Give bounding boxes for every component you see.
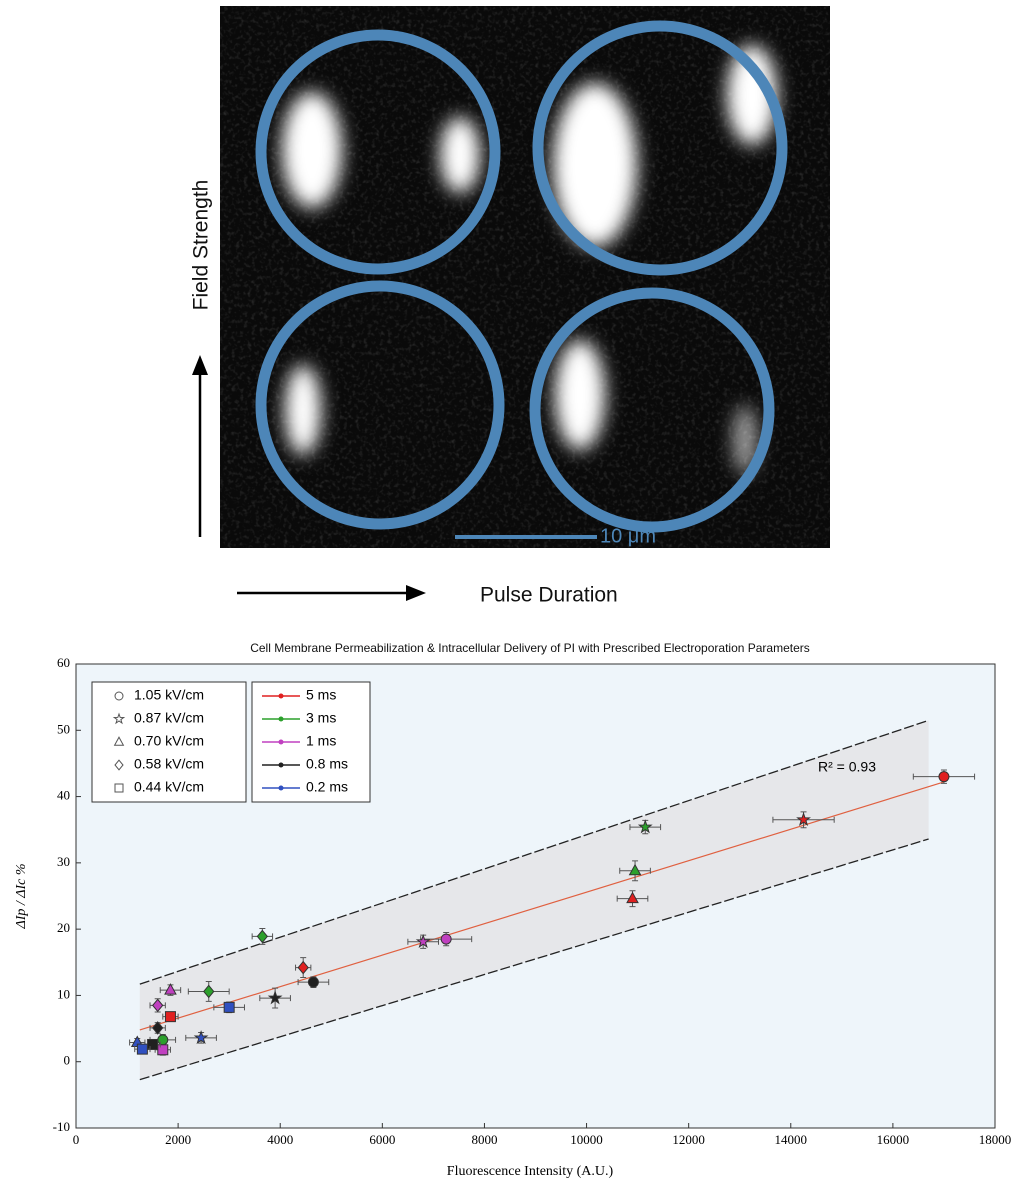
legend-label: 5 ms bbox=[306, 687, 336, 703]
x-tick-label: 10000 bbox=[570, 1132, 603, 1147]
marker bbox=[441, 934, 451, 944]
scale-bar-label: 10 μm bbox=[600, 525, 656, 547]
x-tick-label: 8000 bbox=[471, 1132, 497, 1147]
x-axis-label: Fluorescence Intensity (A.U.) bbox=[447, 1164, 614, 1179]
y-tick-label: 30 bbox=[57, 854, 70, 869]
marker bbox=[224, 1002, 234, 1012]
marker bbox=[165, 1012, 175, 1022]
legend-label: 3 ms bbox=[306, 710, 336, 726]
arrowhead bbox=[192, 355, 208, 375]
y-tick-label: 50 bbox=[57, 721, 70, 736]
x-tick-label: 2000 bbox=[165, 1132, 191, 1147]
x-arrow-label: Pulse Duration bbox=[480, 584, 618, 607]
y-tick-label: -10 bbox=[53, 1119, 70, 1134]
x-tick-label: 0 bbox=[73, 1132, 80, 1147]
marker bbox=[148, 1039, 158, 1049]
y-tick-label: 60 bbox=[57, 655, 70, 670]
legend-label: 1 ms bbox=[306, 733, 336, 749]
marker bbox=[137, 1044, 147, 1054]
y-tick-label: 10 bbox=[57, 986, 70, 1001]
legend-dot bbox=[279, 694, 284, 699]
marker bbox=[939, 772, 949, 782]
x-tick-label: 18000 bbox=[979, 1132, 1012, 1147]
y-tick-label: 40 bbox=[57, 788, 70, 803]
x-tick-label: 4000 bbox=[267, 1132, 293, 1147]
chart-title: Cell Membrane Permeabilization & Intrace… bbox=[250, 641, 810, 655]
figure: 10 μm Field Strength Pulse Duration Cell… bbox=[0, 0, 1014, 1184]
annotation: R² = 0.93 bbox=[818, 759, 876, 775]
y-tick-label: 0 bbox=[64, 1053, 71, 1068]
y-tick-label: 20 bbox=[57, 920, 70, 935]
legend: 1.05 kV/cm 0.87 kV/cm 0.70 kV/cm 0.58 kV/cm… bbox=[92, 682, 370, 802]
marker bbox=[158, 1035, 168, 1045]
legend-label: 0.8 ms bbox=[306, 756, 348, 772]
legend-label: 0.2 ms bbox=[306, 779, 348, 795]
legend-label: 0.87 kV/cm bbox=[134, 710, 204, 726]
legend-dot bbox=[279, 740, 284, 745]
legend-dot bbox=[279, 763, 284, 768]
legend-label: 0.44 kV/cm bbox=[134, 779, 204, 795]
x-tick-label: 6000 bbox=[369, 1132, 395, 1147]
x-tick-label: 12000 bbox=[672, 1132, 705, 1147]
legend-label: 0.58 kV/cm bbox=[134, 756, 204, 772]
y-axis-label: ΔIp / ΔIc % bbox=[14, 863, 29, 929]
legend-dot bbox=[279, 717, 284, 722]
y-arrow-label: Field Strength bbox=[190, 180, 213, 311]
legend-dot bbox=[279, 786, 284, 791]
arrowhead bbox=[406, 585, 426, 601]
micrograph: 10 μm bbox=[220, 6, 830, 548]
x-tick-label: 16000 bbox=[877, 1132, 910, 1147]
x-tick-label: 14000 bbox=[775, 1132, 808, 1147]
marker bbox=[158, 1045, 168, 1055]
legend-label: 1.05 kV/cm bbox=[134, 687, 204, 703]
marker bbox=[308, 977, 318, 987]
legend-label: 0.70 kV/cm bbox=[134, 733, 204, 749]
